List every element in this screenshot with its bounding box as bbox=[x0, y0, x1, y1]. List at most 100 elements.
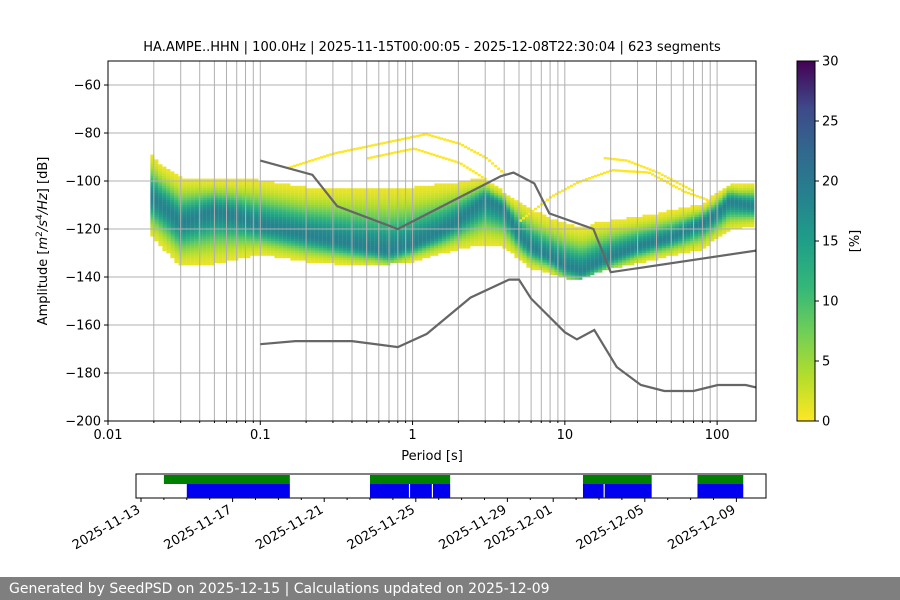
psd-bin bbox=[370, 207, 375, 211]
psd-bin bbox=[418, 200, 423, 203]
psd-bin bbox=[246, 233, 251, 237]
psd-bin bbox=[602, 243, 607, 247]
psd-bin bbox=[182, 226, 187, 230]
psd-bin bbox=[434, 219, 439, 223]
psd-bin bbox=[722, 195, 727, 199]
psd-bin bbox=[166, 181, 171, 184]
psd-bin bbox=[170, 224, 175, 227]
psd-bin bbox=[190, 185, 195, 189]
psd-bin bbox=[270, 212, 275, 215]
psd-bin bbox=[298, 200, 303, 203]
psd-bin bbox=[374, 209, 379, 213]
psd-bin bbox=[634, 233, 639, 237]
psd-bin bbox=[194, 238, 199, 242]
psd-bin bbox=[570, 262, 575, 266]
psd-bin bbox=[598, 221, 603, 225]
psd-bin bbox=[334, 245, 339, 249]
psd-bin bbox=[362, 221, 367, 225]
psd-bin bbox=[210, 224, 215, 227]
psd-outlier-bin bbox=[645, 171, 648, 174]
psd-bin bbox=[658, 245, 663, 249]
psd-bin bbox=[458, 202, 463, 206]
psd-bin bbox=[370, 236, 375, 239]
psd-bin bbox=[314, 245, 319, 249]
psd-bin bbox=[186, 185, 191, 189]
psd-bin bbox=[734, 219, 739, 223]
psd-bin bbox=[186, 229, 191, 232]
psd-bin bbox=[254, 202, 259, 206]
psd-bin bbox=[162, 219, 167, 223]
psd-bin bbox=[706, 233, 711, 237]
psd-bin bbox=[162, 231, 167, 235]
psd-bin bbox=[466, 195, 471, 199]
psd-bin bbox=[374, 190, 379, 194]
psd-bin bbox=[406, 217, 411, 220]
psd-bin bbox=[710, 202, 715, 206]
psd-bin bbox=[442, 248, 447, 251]
psd-bin bbox=[210, 178, 215, 182]
psd-bin bbox=[354, 245, 359, 249]
psd-bin bbox=[370, 190, 375, 194]
psd-bin bbox=[298, 188, 303, 191]
psd-outlier-bin bbox=[588, 177, 591, 180]
psd-bin bbox=[358, 241, 363, 244]
psd-bin bbox=[602, 221, 607, 225]
psd-bin bbox=[370, 219, 375, 223]
psd-bin bbox=[166, 245, 171, 249]
psd-bin bbox=[506, 207, 511, 211]
psd-bin bbox=[326, 233, 331, 237]
psd-bin bbox=[266, 212, 271, 215]
psd-bin bbox=[742, 224, 747, 227]
psd-bin bbox=[634, 229, 639, 232]
psd-bin bbox=[710, 226, 715, 230]
psd-bin bbox=[394, 243, 399, 247]
psd-bin bbox=[278, 236, 283, 239]
psd-bin bbox=[222, 257, 227, 261]
psd-bin bbox=[374, 250, 379, 254]
psd-bin bbox=[642, 231, 647, 235]
psd-bin bbox=[154, 214, 159, 218]
psd-bin bbox=[190, 221, 195, 225]
colorbar-label: [%] bbox=[848, 230, 863, 253]
psd-outlier-bin bbox=[398, 138, 402, 141]
psd-bin bbox=[202, 248, 207, 251]
psd-bin bbox=[506, 219, 511, 223]
psd-bin bbox=[610, 241, 615, 244]
psd-bin bbox=[218, 193, 223, 196]
psd-bin bbox=[678, 236, 683, 239]
psd-bin bbox=[302, 212, 307, 215]
psd-bin bbox=[354, 214, 359, 218]
psd-bin bbox=[658, 238, 663, 242]
psd-outlier-bin bbox=[576, 181, 579, 184]
psd-outlier-bin bbox=[338, 151, 342, 154]
psd-bin bbox=[514, 243, 519, 247]
psd-bin bbox=[254, 209, 259, 213]
psd-bin bbox=[494, 231, 499, 235]
psd-bin bbox=[710, 219, 715, 223]
psd-bin bbox=[202, 250, 207, 254]
psd-bin bbox=[398, 236, 403, 239]
psd-bin bbox=[186, 178, 191, 182]
psd-bin bbox=[198, 209, 203, 213]
psd-bin bbox=[290, 245, 295, 249]
psd-bin bbox=[310, 207, 315, 211]
psd-bin bbox=[242, 212, 247, 215]
psd-bin bbox=[238, 243, 243, 247]
psd-bin bbox=[570, 267, 575, 271]
psd-bin bbox=[314, 248, 319, 251]
psd-bin bbox=[590, 265, 595, 268]
psd-bin bbox=[378, 193, 383, 196]
psd-bin bbox=[574, 255, 579, 259]
psd-bin bbox=[298, 197, 303, 201]
psd-bin bbox=[514, 224, 519, 227]
psd-bin bbox=[454, 202, 459, 206]
psd-bin bbox=[190, 178, 195, 182]
psd-outlier-bin bbox=[675, 181, 679, 184]
psd-bin bbox=[154, 226, 159, 230]
psd-bin bbox=[150, 231, 155, 235]
psd-outlier-bin bbox=[414, 148, 418, 151]
psd-bin bbox=[730, 193, 735, 196]
psd-bin bbox=[238, 202, 243, 206]
psd-bin bbox=[742, 205, 747, 208]
psd-bin bbox=[398, 248, 403, 251]
